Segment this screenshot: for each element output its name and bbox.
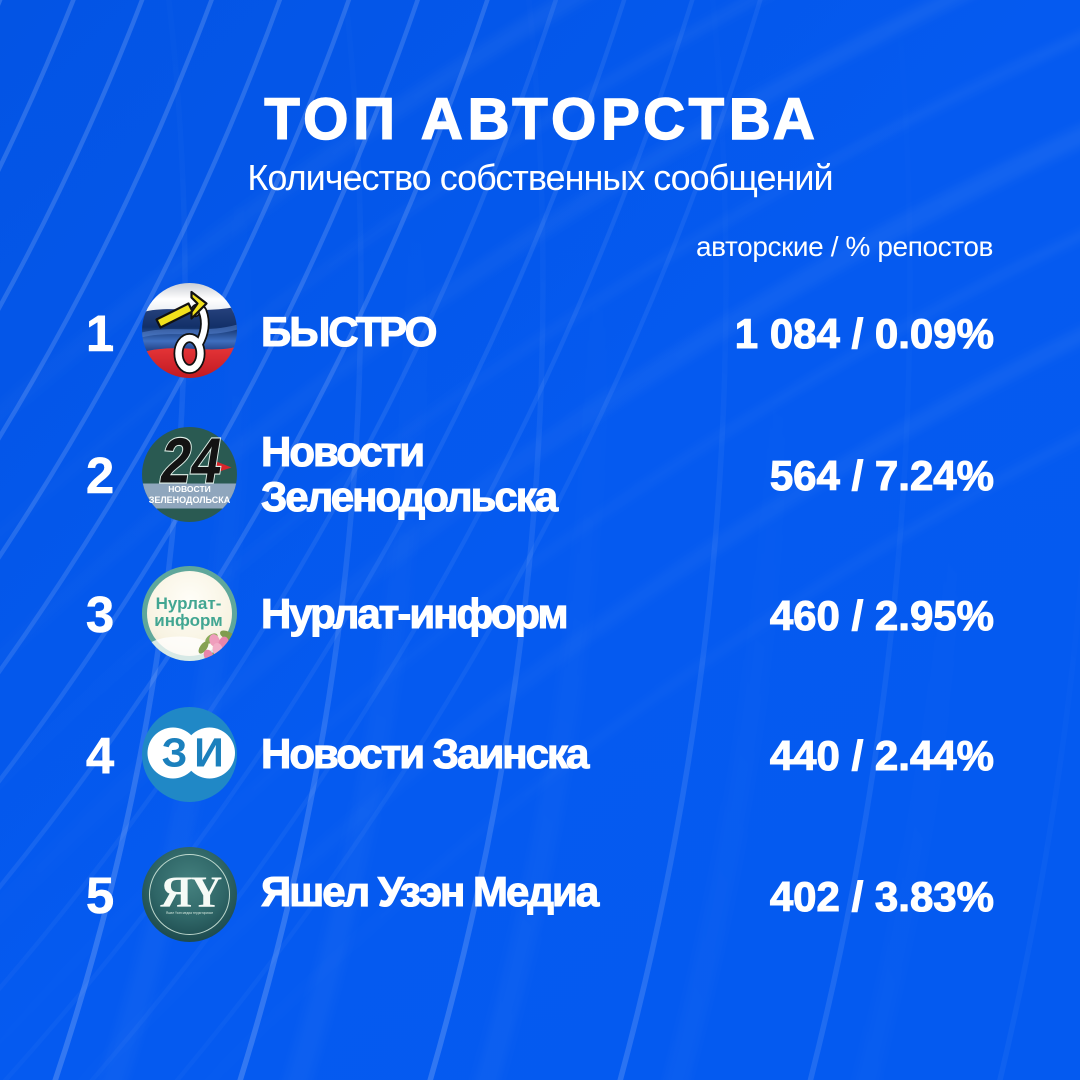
svg-text:ЗЕЛЕНОДОЛЬСКА: ЗЕЛЕНОДОЛЬСКА <box>148 495 230 505</box>
svg-text:З: З <box>161 729 187 775</box>
svg-text:Нурлат-: Нурлат- <box>155 594 221 613</box>
svg-text:Яшел Үзэн медиа территориясе: Яшел Үзэн медиа территориясе <box>165 911 213 915</box>
svg-text:информ: информ <box>154 611 223 630</box>
svg-text:НОВОСТИ: НОВОСТИ <box>168 484 211 494</box>
svg-text:ЯY: ЯY <box>160 868 221 917</box>
svg-text:И: И <box>194 729 223 775</box>
svg-text:24: 24 <box>156 427 227 496</box>
